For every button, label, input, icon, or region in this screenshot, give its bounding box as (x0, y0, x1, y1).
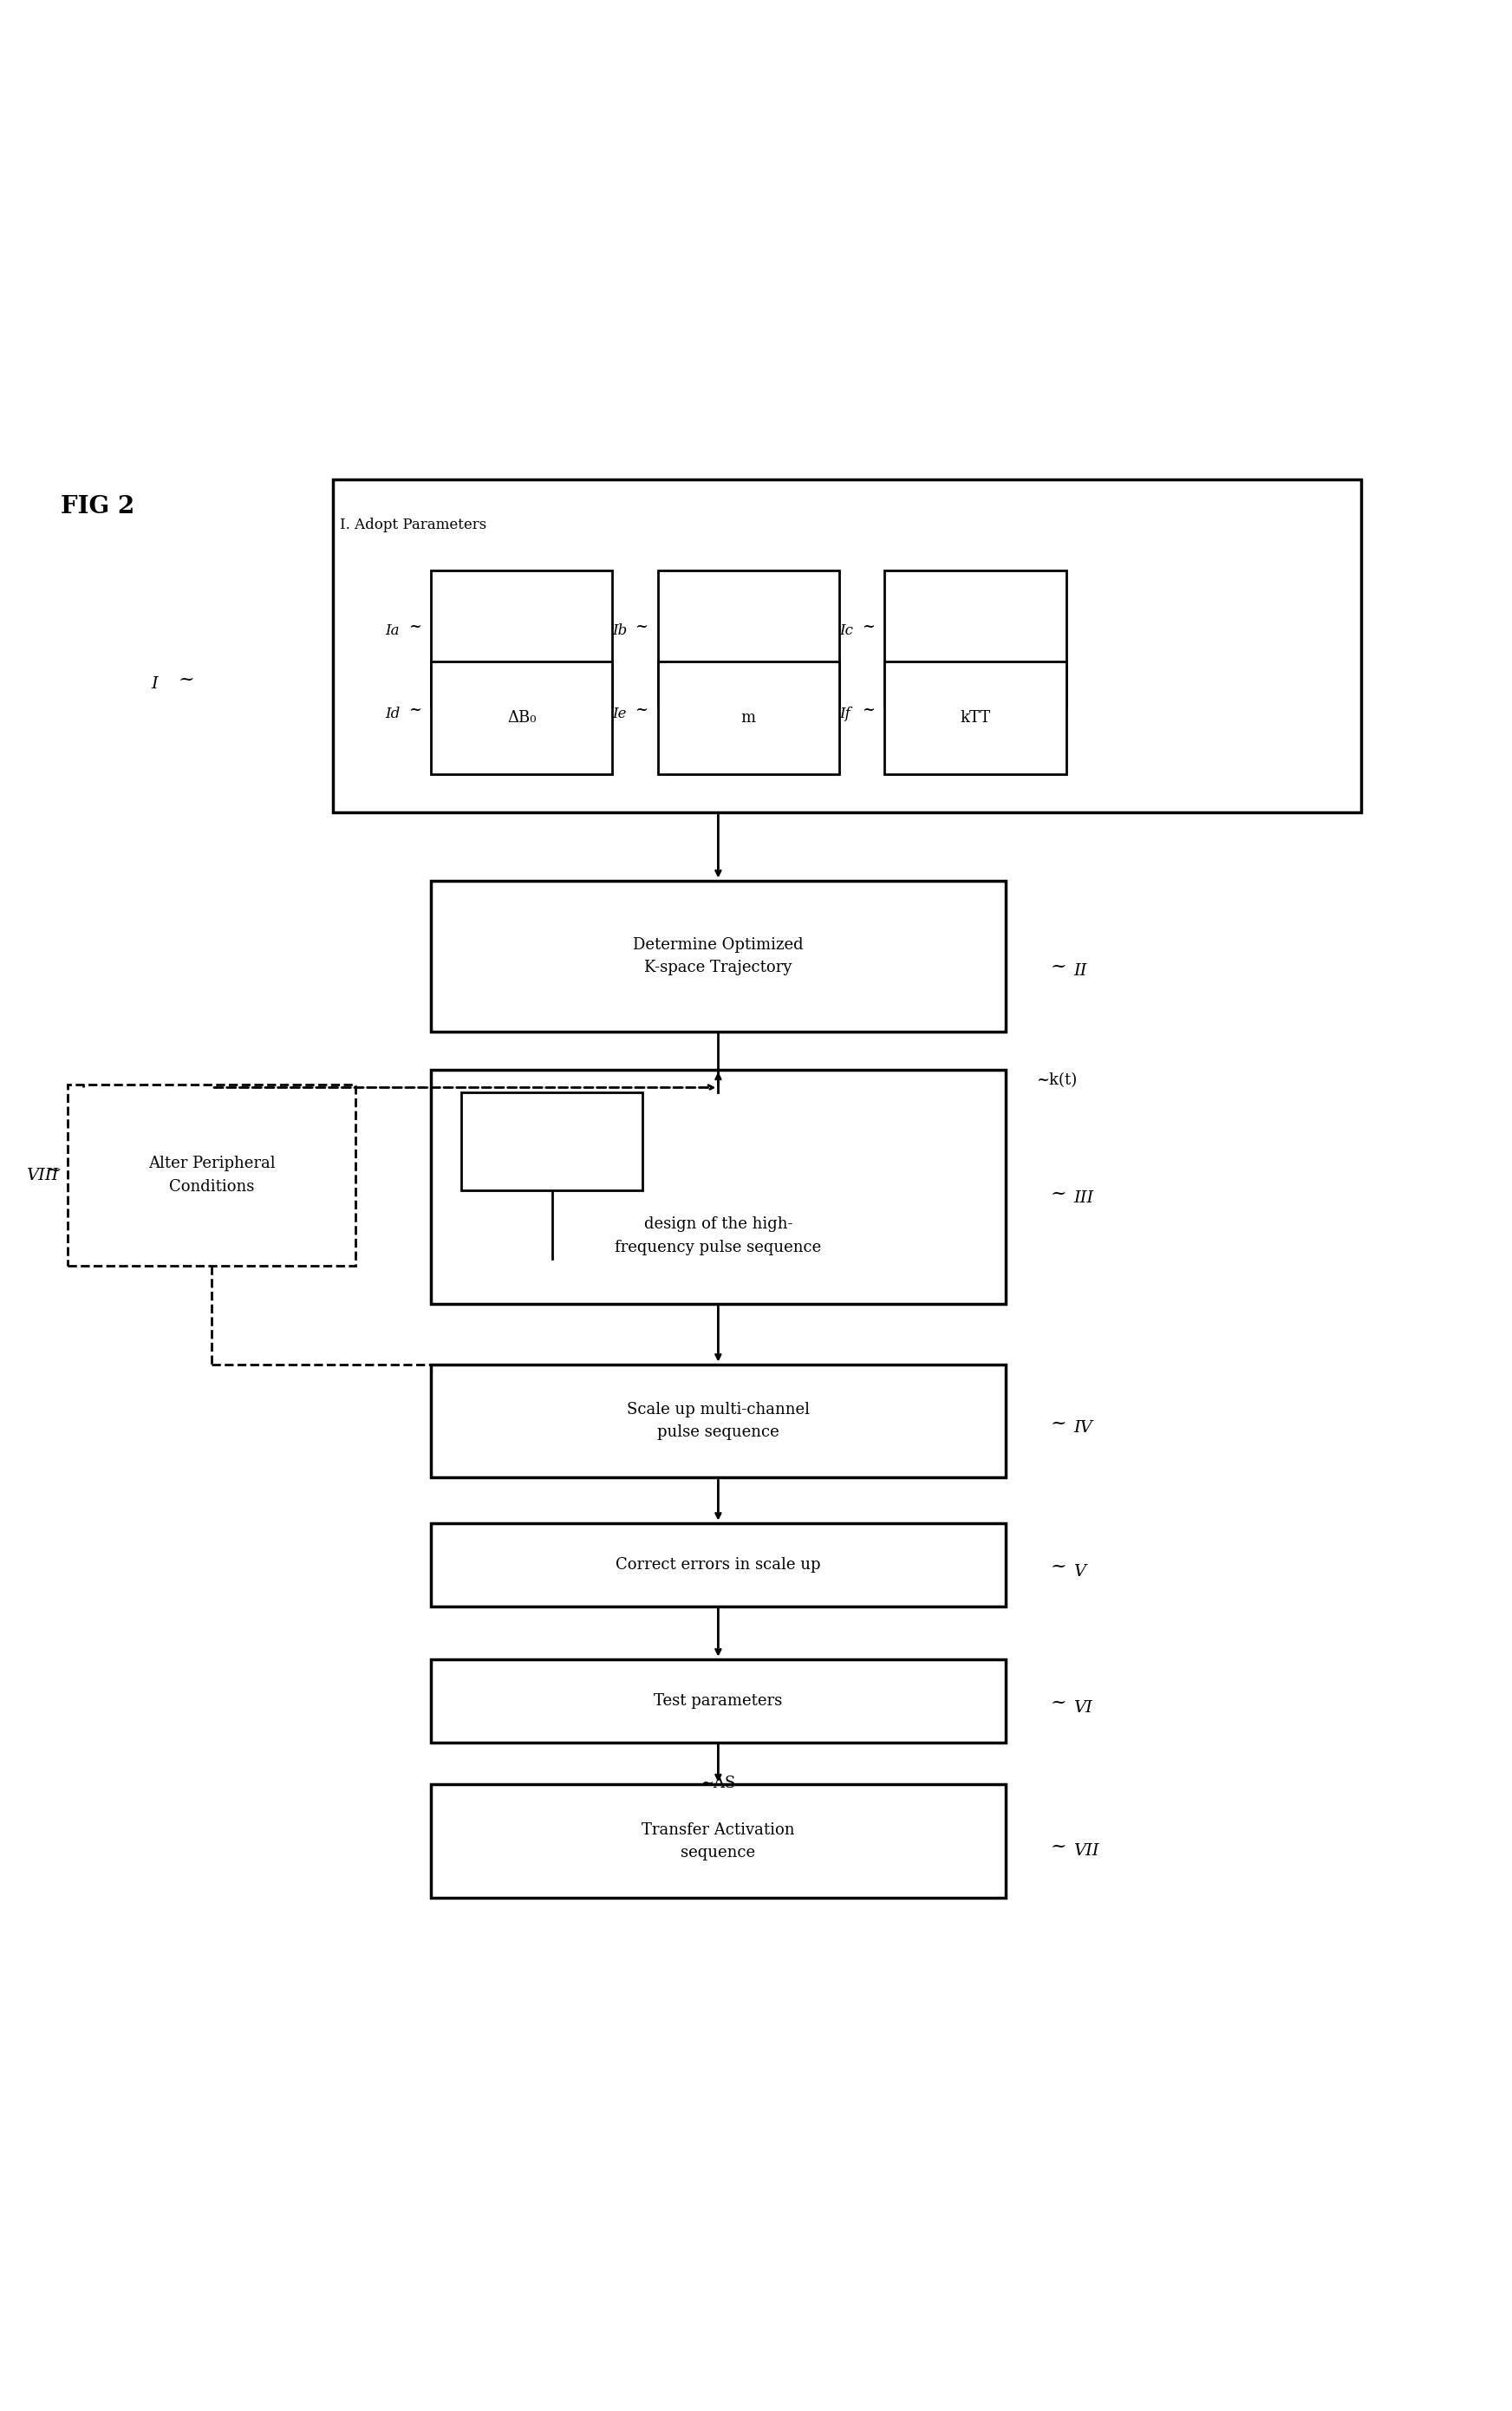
Bar (68, 1085, 355, 1266)
Text: ~: ~ (1051, 1413, 1067, 1432)
Text: ~: ~ (45, 1162, 62, 1181)
Text: ~: ~ (1051, 1693, 1067, 1712)
Text: III: III (1074, 1191, 1093, 1206)
Text: Test parameters: Test parameters (653, 1693, 783, 1709)
Text: ~: ~ (635, 620, 649, 634)
Text: I: I (151, 675, 157, 692)
Text: kTT: kTT (960, 711, 990, 726)
Bar (431, 661, 612, 774)
Text: design of the high-
frequency pulse sequence: design of the high- frequency pulse sequ… (615, 1218, 821, 1256)
Text: II: II (1074, 964, 1087, 979)
Text: IV: IV (1074, 1420, 1093, 1435)
Text: ~: ~ (862, 620, 875, 634)
Text: V: V (1074, 1565, 1086, 1579)
Text: VII: VII (1074, 1844, 1099, 1859)
Text: Ic: Ic (839, 624, 853, 639)
Text: Correct errors in scale up: Correct errors in scale up (615, 1558, 821, 1572)
Bar (431, 880, 1005, 1032)
Bar (658, 571, 839, 706)
Text: Ie: Ie (612, 706, 626, 721)
Text: m: m (741, 711, 756, 726)
Text: VI: VI (1074, 1700, 1093, 1714)
Text: Id: Id (386, 706, 401, 721)
Text: Ib: Ib (612, 624, 627, 639)
Text: ~AS: ~AS (700, 1774, 736, 1791)
Bar (658, 661, 839, 774)
Bar (885, 571, 1066, 706)
Text: ΔB₀: ΔB₀ (507, 711, 537, 726)
Text: VIII: VIII (26, 1167, 57, 1184)
Text: ~: ~ (1051, 1184, 1067, 1203)
Text: I. Adopt Parameters: I. Adopt Parameters (340, 518, 487, 533)
Text: ~: ~ (635, 702, 649, 718)
Bar (431, 1365, 1005, 1478)
Bar (431, 1659, 1005, 1743)
Bar (461, 1092, 643, 1191)
Bar (333, 480, 1361, 813)
Text: ~: ~ (862, 702, 875, 718)
Text: ~: ~ (1051, 1558, 1067, 1577)
Bar (885, 661, 1066, 774)
Text: FIG 2: FIG 2 (60, 494, 135, 518)
Bar (431, 571, 612, 706)
Text: ~: ~ (408, 702, 422, 718)
Text: ~: ~ (408, 620, 422, 634)
Bar (431, 1784, 1005, 1897)
Bar (431, 1070, 1005, 1304)
Text: Determine Optimized
K-space Trajectory: Determine Optimized K-space Trajectory (634, 938, 803, 976)
Text: Alter Peripheral
Conditions: Alter Peripheral Conditions (148, 1155, 275, 1193)
Text: ~: ~ (1051, 1837, 1067, 1856)
Text: Transfer Activation
sequence: Transfer Activation sequence (641, 1823, 795, 1861)
Text: ~: ~ (1051, 957, 1067, 976)
Text: ~: ~ (178, 670, 195, 690)
Text: Ia: Ia (386, 624, 399, 639)
Bar (431, 1524, 1005, 1606)
Text: Scale up multi-channel
pulse sequence: Scale up multi-channel pulse sequence (627, 1401, 809, 1439)
Text: If: If (839, 706, 850, 721)
Text: ~k(t): ~k(t) (1036, 1073, 1077, 1087)
